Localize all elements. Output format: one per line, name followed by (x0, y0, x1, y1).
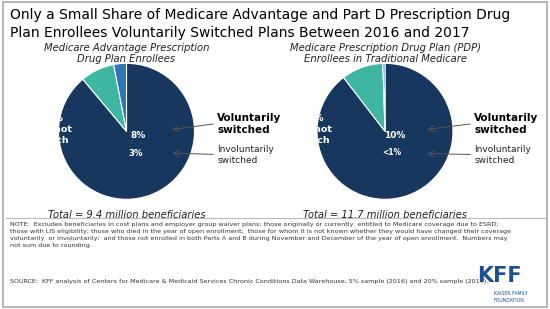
Wedge shape (83, 65, 126, 131)
Text: 10%: 10% (384, 131, 405, 140)
Text: NOTE:  Excludes beneficiaries in cost plans and employer group waiver plans; tho: NOTE: Excludes beneficiaries in cost pla… (10, 222, 511, 248)
Wedge shape (344, 63, 385, 131)
Text: Involuntarily
switched: Involuntarily switched (474, 145, 531, 165)
Text: Involuntarily
switched: Involuntarily switched (217, 145, 274, 165)
Wedge shape (58, 63, 195, 199)
Text: Voluntarily
switched: Voluntarily switched (217, 112, 282, 135)
Text: KFF: KFF (477, 266, 522, 286)
Wedge shape (114, 63, 126, 131)
Text: SOURCE:  KFF analysis of Centers for Medicare & Medicaid Services Chronic Condit: SOURCE: KFF analysis of Centers for Medi… (10, 279, 488, 284)
Text: Total = 9.4 million beneficiaries: Total = 9.4 million beneficiaries (48, 210, 205, 219)
Text: 8%: 8% (131, 131, 146, 140)
Text: <1%: <1% (383, 148, 402, 158)
Wedge shape (383, 63, 385, 131)
Text: 3%: 3% (129, 149, 143, 159)
Text: Medicare Prescription Drug Plan (PDP)
Enrollees in Traditional Medicare: Medicare Prescription Drug Plan (PDP) En… (289, 43, 481, 64)
Text: Voluntarily
switched: Voluntarily switched (474, 112, 538, 135)
Text: Only a Small Share of Medicare Advantage and Part D Prescription Drug
Plan Enrol: Only a Small Share of Medicare Advantage… (10, 8, 510, 40)
Wedge shape (317, 63, 453, 199)
Text: 90%
Did not
switch: 90% Did not switch (293, 114, 332, 145)
Text: Total = 11.7 million beneficiaries: Total = 11.7 million beneficiaries (303, 210, 467, 219)
Text: KAISER FAMILY
FOUNDATION: KAISER FAMILY FOUNDATION (494, 291, 527, 303)
Text: Medicare Advantage Prescription
Drug Plan Enrollees: Medicare Advantage Prescription Drug Pla… (44, 43, 209, 64)
Text: 88%
Did not
switch: 88% Did not switch (33, 114, 72, 145)
